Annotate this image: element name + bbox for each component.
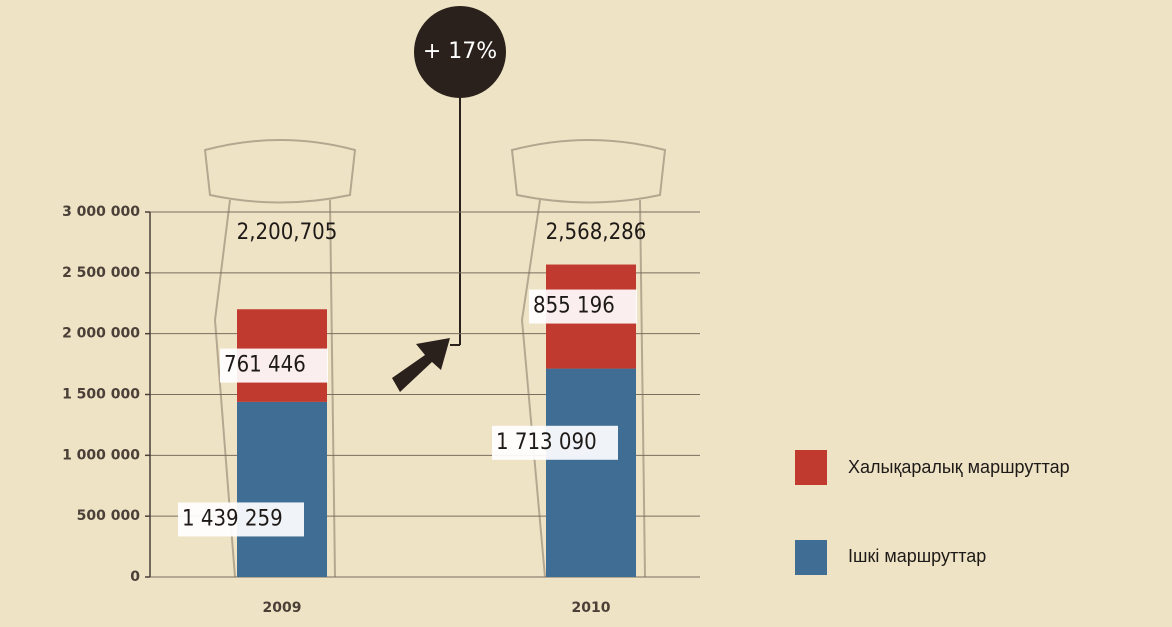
- data-label: 761 446: [224, 353, 306, 378]
- total-label: 2,200,705: [237, 220, 338, 245]
- bar-segment: [546, 369, 636, 577]
- legend-swatch: [795, 450, 827, 485]
- total-label: 2,568,286: [546, 220, 647, 245]
- chart: + 17% 0 500 000 1 000 000 1 500 000 2 000 00…: [0, 0, 1172, 627]
- y-tick-label: 1 000 000: [62, 447, 140, 463]
- y-tick-label: 2 500 000: [62, 265, 140, 281]
- y-tick-label: 0: [130, 569, 140, 585]
- y-tick-label: 3 000 000: [62, 204, 140, 220]
- data-label: 855 196: [533, 294, 615, 319]
- legend-label: Ішкі маршруттар: [848, 546, 986, 566]
- x-tick-label: 2009: [263, 600, 302, 616]
- data-label: 1 439 259: [182, 506, 283, 531]
- y-tick-label: 1 500 000: [62, 387, 140, 403]
- x-tick-label: 2010: [572, 600, 611, 616]
- bar-segment: [237, 402, 327, 577]
- legend-label: Халықаралық маршруттар: [848, 457, 1070, 477]
- y-tick-label: 2 000 000: [62, 326, 140, 342]
- data-label: 1 713 090: [496, 430, 597, 455]
- annotation: + 17%: [423, 39, 497, 64]
- legend-swatch: [795, 540, 827, 575]
- y-tick-label: 500 000: [77, 508, 141, 524]
